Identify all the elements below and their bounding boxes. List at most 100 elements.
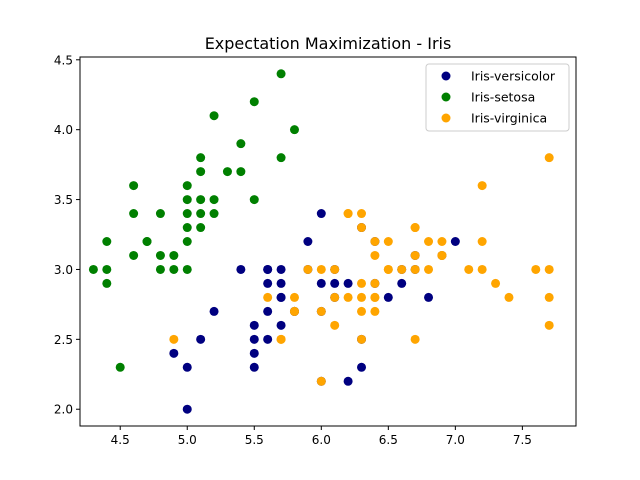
data-point-iris-virginica bbox=[383, 264, 393, 274]
data-point-iris-virginica bbox=[491, 278, 501, 288]
y-axis: 2.0 2.5 3.0 3.5 4.0 4.5 bbox=[54, 53, 80, 417]
data-point-iris-virginica bbox=[276, 334, 286, 344]
data-point-iris-versicolor bbox=[276, 292, 286, 302]
data-point-iris-setosa bbox=[182, 237, 192, 246]
data-point-iris-versicolor bbox=[383, 292, 393, 302]
data-point-iris-setosa bbox=[182, 181, 192, 191]
data-point-iris-setosa bbox=[102, 278, 112, 288]
data-point-iris-versicolor bbox=[249, 348, 259, 358]
data-point-iris-setosa bbox=[102, 237, 112, 246]
data-point-iris-setosa bbox=[249, 195, 259, 205]
data-point-iris-versicolor bbox=[397, 278, 407, 288]
data-point-iris-versicolor bbox=[249, 320, 259, 330]
data-point-iris-virginica bbox=[424, 237, 434, 246]
x-tick-label: 7.5 bbox=[513, 433, 532, 447]
data-point-iris-virginica bbox=[437, 237, 447, 246]
data-point-iris-virginica bbox=[437, 250, 447, 260]
legend-label: Iris-versicolor bbox=[471, 69, 556, 84]
data-point-iris-versicolor bbox=[276, 264, 286, 274]
data-point-iris-versicolor bbox=[196, 334, 206, 344]
data-point-iris-versicolor bbox=[263, 278, 273, 288]
data-point-iris-setosa bbox=[236, 139, 246, 149]
data-point-iris-virginica bbox=[316, 264, 326, 274]
data-point-iris-setosa bbox=[276, 153, 286, 163]
data-point-iris-setosa bbox=[129, 181, 139, 191]
data-point-iris-virginica bbox=[424, 264, 434, 274]
data-point-iris-setosa bbox=[196, 195, 206, 205]
data-point-iris-versicolor bbox=[450, 237, 460, 246]
data-point-iris-versicolor bbox=[182, 362, 192, 372]
data-point-iris-virginica bbox=[544, 320, 554, 330]
data-point-iris-setosa bbox=[102, 264, 112, 274]
data-point-iris-virginica bbox=[289, 306, 299, 316]
data-point-iris-virginica bbox=[330, 320, 340, 330]
data-point-iris-setosa bbox=[249, 97, 259, 107]
y-tick-label: 4.0 bbox=[54, 123, 73, 137]
data-point-iris-virginica bbox=[410, 264, 420, 274]
data-point-iris-setosa bbox=[142, 237, 152, 246]
data-point-iris-versicolor bbox=[263, 264, 273, 274]
data-point-iris-versicolor bbox=[209, 306, 219, 316]
data-point-iris-virginica bbox=[357, 292, 367, 302]
data-points bbox=[88, 69, 554, 414]
x-tick-label: 6.5 bbox=[379, 433, 398, 447]
y-tick-label: 2.0 bbox=[54, 403, 73, 417]
legend-label: Iris-virginica bbox=[471, 111, 547, 126]
data-point-iris-setosa bbox=[169, 264, 179, 274]
data-point-iris-versicolor bbox=[276, 320, 286, 330]
data-point-iris-setosa bbox=[182, 223, 192, 233]
data-point-iris-setosa bbox=[182, 195, 192, 205]
data-point-iris-setosa bbox=[155, 264, 165, 274]
chart-title: Expectation Maximization - Iris bbox=[205, 34, 452, 53]
data-point-iris-virginica bbox=[169, 334, 179, 344]
legend-marker bbox=[441, 71, 451, 81]
data-point-iris-setosa bbox=[182, 264, 192, 274]
data-point-iris-setosa bbox=[129, 209, 139, 219]
y-tick-label: 2.5 bbox=[54, 333, 73, 347]
data-point-iris-versicolor bbox=[182, 404, 192, 414]
x-tick-label: 4.5 bbox=[111, 433, 130, 447]
data-point-iris-virginica bbox=[316, 376, 326, 386]
data-point-iris-versicolor bbox=[330, 278, 340, 288]
data-point-iris-setosa bbox=[115, 362, 125, 372]
data-point-iris-setosa bbox=[155, 209, 165, 219]
data-point-iris-versicolor bbox=[249, 362, 259, 372]
data-point-iris-versicolor bbox=[249, 334, 259, 344]
data-point-iris-virginica bbox=[263, 292, 273, 302]
data-point-iris-versicolor bbox=[343, 376, 353, 386]
data-point-iris-setosa bbox=[182, 209, 192, 219]
data-point-iris-versicolor bbox=[316, 209, 326, 219]
data-point-iris-virginica bbox=[410, 223, 420, 233]
data-point-iris-setosa bbox=[88, 264, 98, 274]
data-point-iris-virginica bbox=[504, 292, 514, 302]
data-point-iris-setosa bbox=[289, 125, 299, 135]
data-point-iris-virginica bbox=[410, 250, 420, 260]
data-point-iris-virginica bbox=[531, 264, 541, 274]
data-point-iris-setosa bbox=[276, 69, 286, 79]
data-point-iris-versicolor bbox=[236, 264, 246, 274]
data-point-iris-versicolor bbox=[424, 292, 434, 302]
x-tick-label: 6.0 bbox=[312, 433, 331, 447]
data-point-iris-virginica bbox=[397, 264, 407, 274]
data-point-iris-virginica bbox=[370, 292, 380, 302]
x-axis: 4.5 5.0 5.5 6.0 6.5 7.0 7.5 bbox=[111, 426, 532, 447]
data-point-iris-virginica bbox=[357, 278, 367, 288]
data-point-iris-virginica bbox=[330, 292, 340, 302]
data-point-iris-virginica bbox=[370, 278, 380, 288]
data-point-iris-virginica bbox=[464, 264, 474, 274]
data-point-iris-virginica bbox=[544, 153, 554, 163]
legend-label: Iris-setosa bbox=[471, 90, 535, 105]
data-point-iris-setosa bbox=[155, 250, 165, 260]
legend-marker bbox=[441, 92, 451, 102]
data-point-iris-setosa bbox=[222, 167, 232, 177]
data-point-iris-versicolor bbox=[303, 237, 313, 246]
data-point-iris-setosa bbox=[129, 250, 139, 260]
data-point-iris-virginica bbox=[477, 237, 487, 246]
y-tick-label: 3.5 bbox=[54, 193, 73, 207]
data-point-iris-versicolor bbox=[263, 306, 273, 316]
legend: Iris-versicolor Iris-setosa Iris-virginica bbox=[425, 63, 570, 132]
data-point-iris-virginica bbox=[357, 209, 367, 219]
legend-box bbox=[425, 63, 570, 132]
data-point-iris-virginica bbox=[544, 264, 554, 274]
